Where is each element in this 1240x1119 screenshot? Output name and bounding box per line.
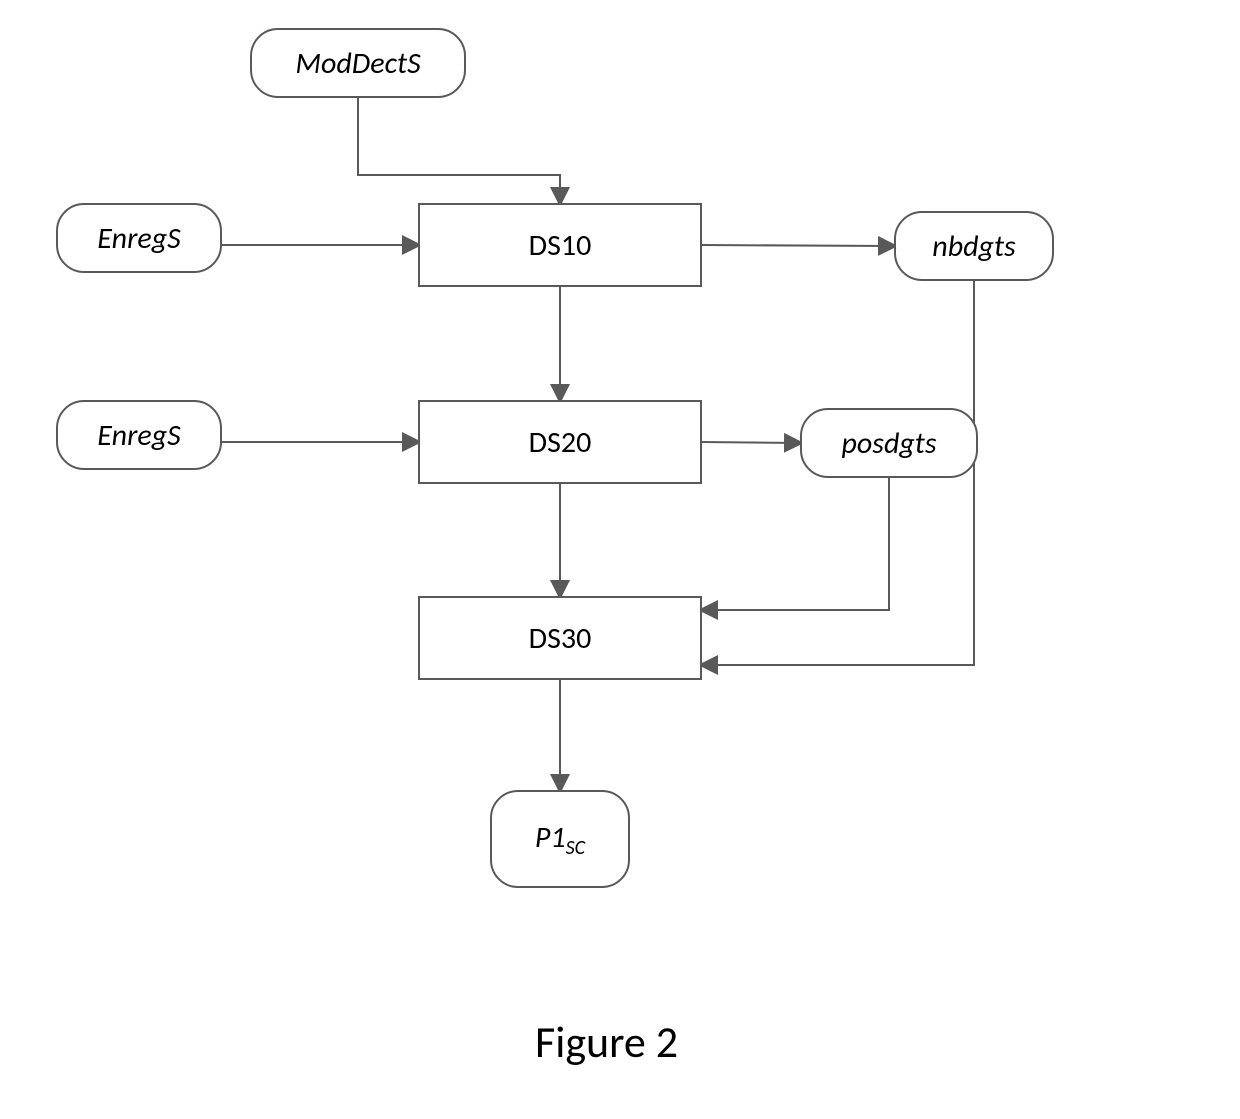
node-enregs-2-label: EnregS xyxy=(97,417,180,454)
node-p1sc: P1SC xyxy=(490,790,630,888)
node-ds20-label: DS20 xyxy=(529,424,592,461)
node-ds20: DS20 xyxy=(418,400,702,484)
node-p1sc-label: P1SC xyxy=(535,819,585,860)
node-posdgts-label: posdgts xyxy=(841,425,936,462)
node-ds10-label: DS10 xyxy=(529,227,592,264)
node-enregs-1-label: EnregS xyxy=(97,220,180,257)
node-moddects: ModDectS xyxy=(250,28,466,98)
edge-ds20-to-posdgts xyxy=(702,442,800,443)
node-nbdgts-label: nbdgts xyxy=(932,228,1015,265)
node-enregs-1: EnregS xyxy=(56,203,222,273)
node-p1sc-main: P1 xyxy=(535,819,566,856)
diagram-edges xyxy=(0,0,1240,1119)
node-ds30: DS30 xyxy=(418,596,702,680)
node-moddects-label: ModDectS xyxy=(295,45,420,82)
figure-caption: Figure 2 xyxy=(535,1015,678,1069)
edge-posdgts-to-ds30 xyxy=(702,478,889,610)
node-ds10: DS10 xyxy=(418,203,702,287)
node-ds30-label: DS30 xyxy=(529,620,592,657)
node-nbdgts: nbdgts xyxy=(894,211,1054,281)
edge-ds10-to-nbdgts xyxy=(702,245,894,246)
edge-moddects-to-ds10 xyxy=(358,98,560,203)
node-enregs-2: EnregS xyxy=(56,400,222,470)
node-p1sc-sub: SC xyxy=(566,836,586,860)
node-posdgts: posdgts xyxy=(800,408,978,478)
